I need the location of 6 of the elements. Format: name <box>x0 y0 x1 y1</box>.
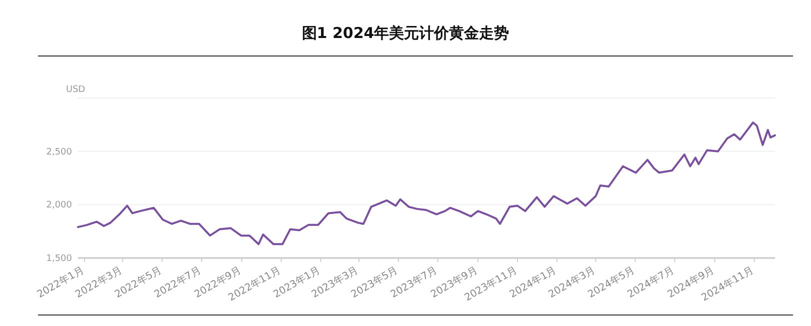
y-tick-label: 2,500 <box>46 147 72 158</box>
chart-title: 图1 2024年美元计价黄金走势 <box>302 24 510 42</box>
y-tick-label: 2,000 <box>46 200 72 211</box>
line-series <box>77 122 776 246</box>
y-tick-label: 1,500 <box>46 254 72 264</box>
y-axis-title: USD <box>66 85 86 95</box>
